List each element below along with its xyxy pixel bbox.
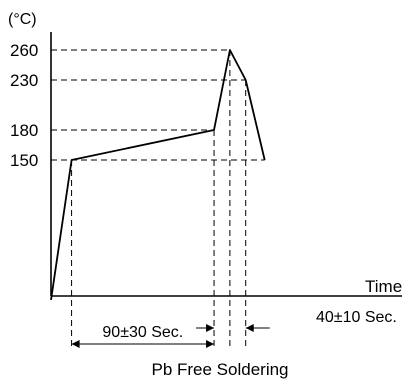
y-tick-label-230: 230 [10,71,38,90]
y-tick-label-260: 260 [10,41,38,60]
axes [50,32,402,297]
preheat-arrow-left [71,340,80,348]
chart-caption: Pb Free Soldering [151,360,288,379]
guide-lines [51,49,265,350]
reflow-arrow-left [206,324,215,332]
y-tick-label-180: 180 [10,121,38,140]
temperature-curve [50,49,266,301]
temperature-profile-line [50,49,266,301]
dimension-annotations: 90±30 Sec. 40±10 Sec. [71,309,397,348]
reflow-arrow-right [245,324,254,332]
y-tick-label-150: 150 [10,151,38,170]
preheat-arrow-right [206,340,215,348]
y-axis-unit-label: (°C) [8,11,37,28]
reflow-duration-label: 40±10 Sec. [316,309,397,326]
preheat-duration-label: 90±30 Sec. [102,324,183,341]
x-axis-label: Time [365,277,402,296]
y-tick-labels: 260 230 180 150 [10,41,38,170]
